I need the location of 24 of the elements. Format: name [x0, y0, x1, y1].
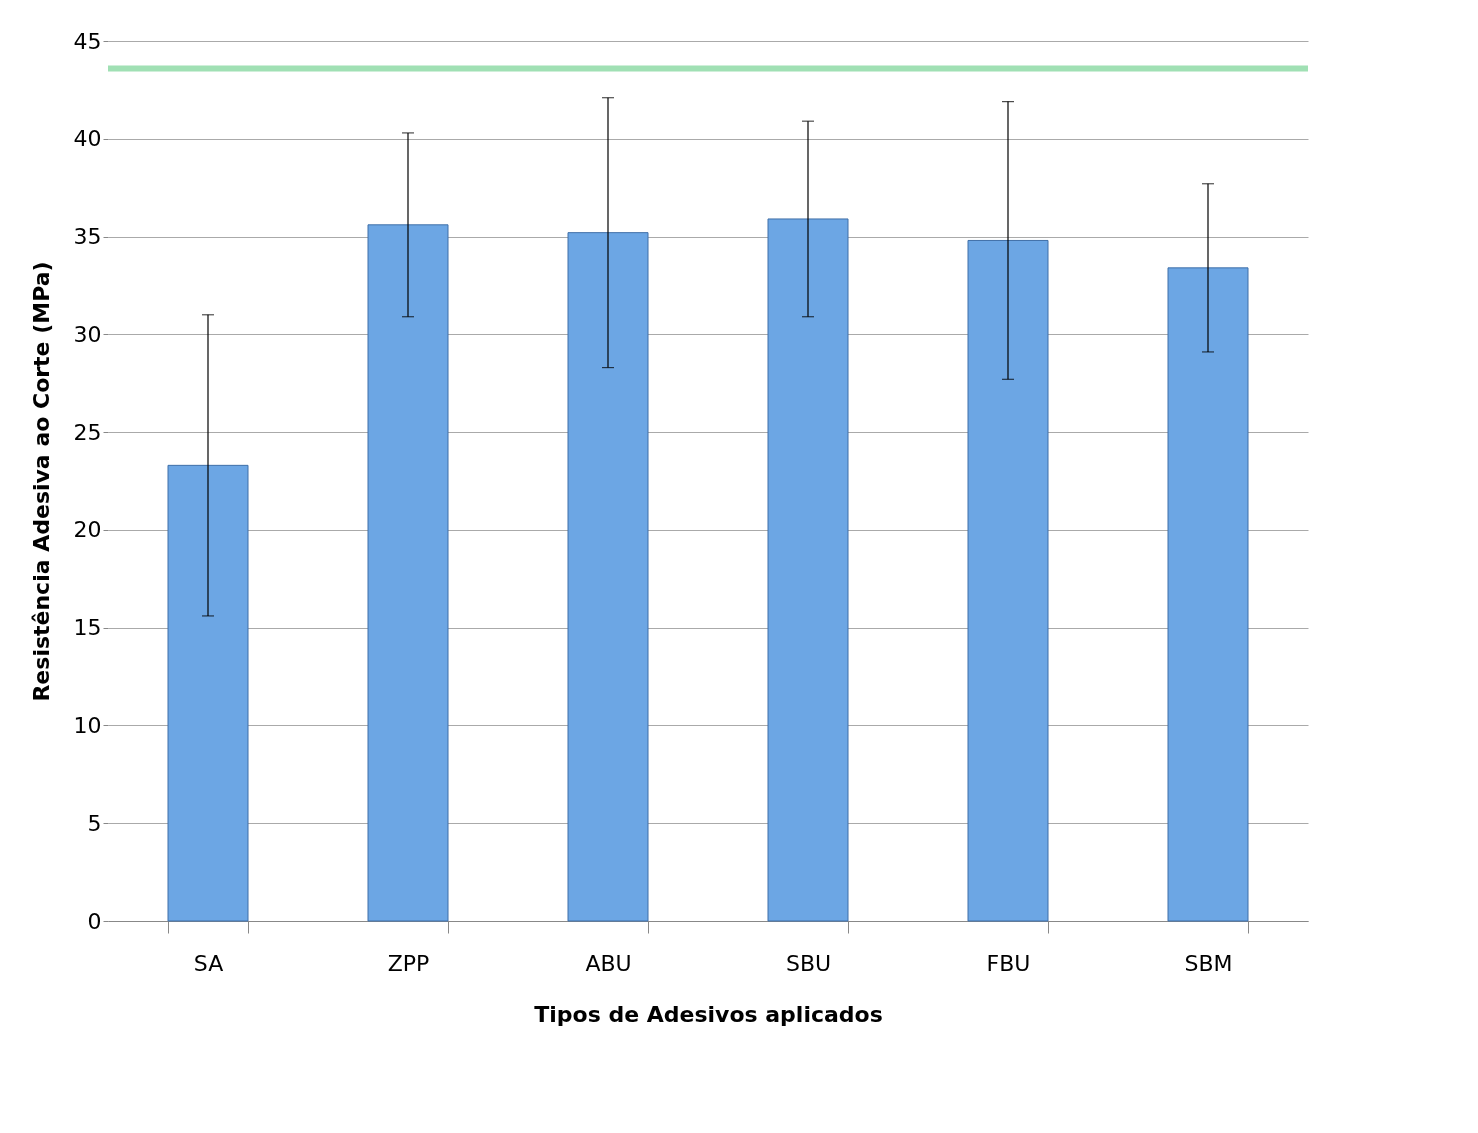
bar	[167, 464, 249, 922]
x-tick-label: ZPP	[387, 950, 430, 976]
y-tick-label: 0	[87, 908, 102, 934]
x-tick-label: SBM	[1184, 950, 1233, 976]
x-axis-title: Tipos de Adesivos aplicados	[534, 1001, 883, 1027]
x-tick-label: FBU	[986, 950, 1031, 976]
y-tick-label: 35	[73, 224, 102, 250]
y-tick-label: 40	[73, 126, 102, 152]
y-tick-label: 15	[73, 615, 102, 641]
bar	[967, 239, 1049, 922]
bar	[767, 218, 849, 922]
y-tick-label: 10	[73, 712, 102, 738]
y-tick-label: 20	[73, 517, 102, 543]
bar	[567, 232, 649, 922]
bar	[1167, 267, 1249, 922]
x-tick-label: SBU	[785, 950, 832, 976]
x-tick-label: SA	[193, 950, 224, 976]
y-tick-label: 30	[73, 321, 102, 347]
y-tick-label: 5	[87, 810, 102, 836]
bar	[367, 224, 449, 922]
y-axis-title: Resistência Adesiva ao Corte (MPa)	[28, 261, 54, 702]
x-tick-label: ABU	[585, 950, 632, 976]
y-tick-label: 45	[73, 28, 102, 54]
y-tick-label: 25	[73, 419, 102, 445]
